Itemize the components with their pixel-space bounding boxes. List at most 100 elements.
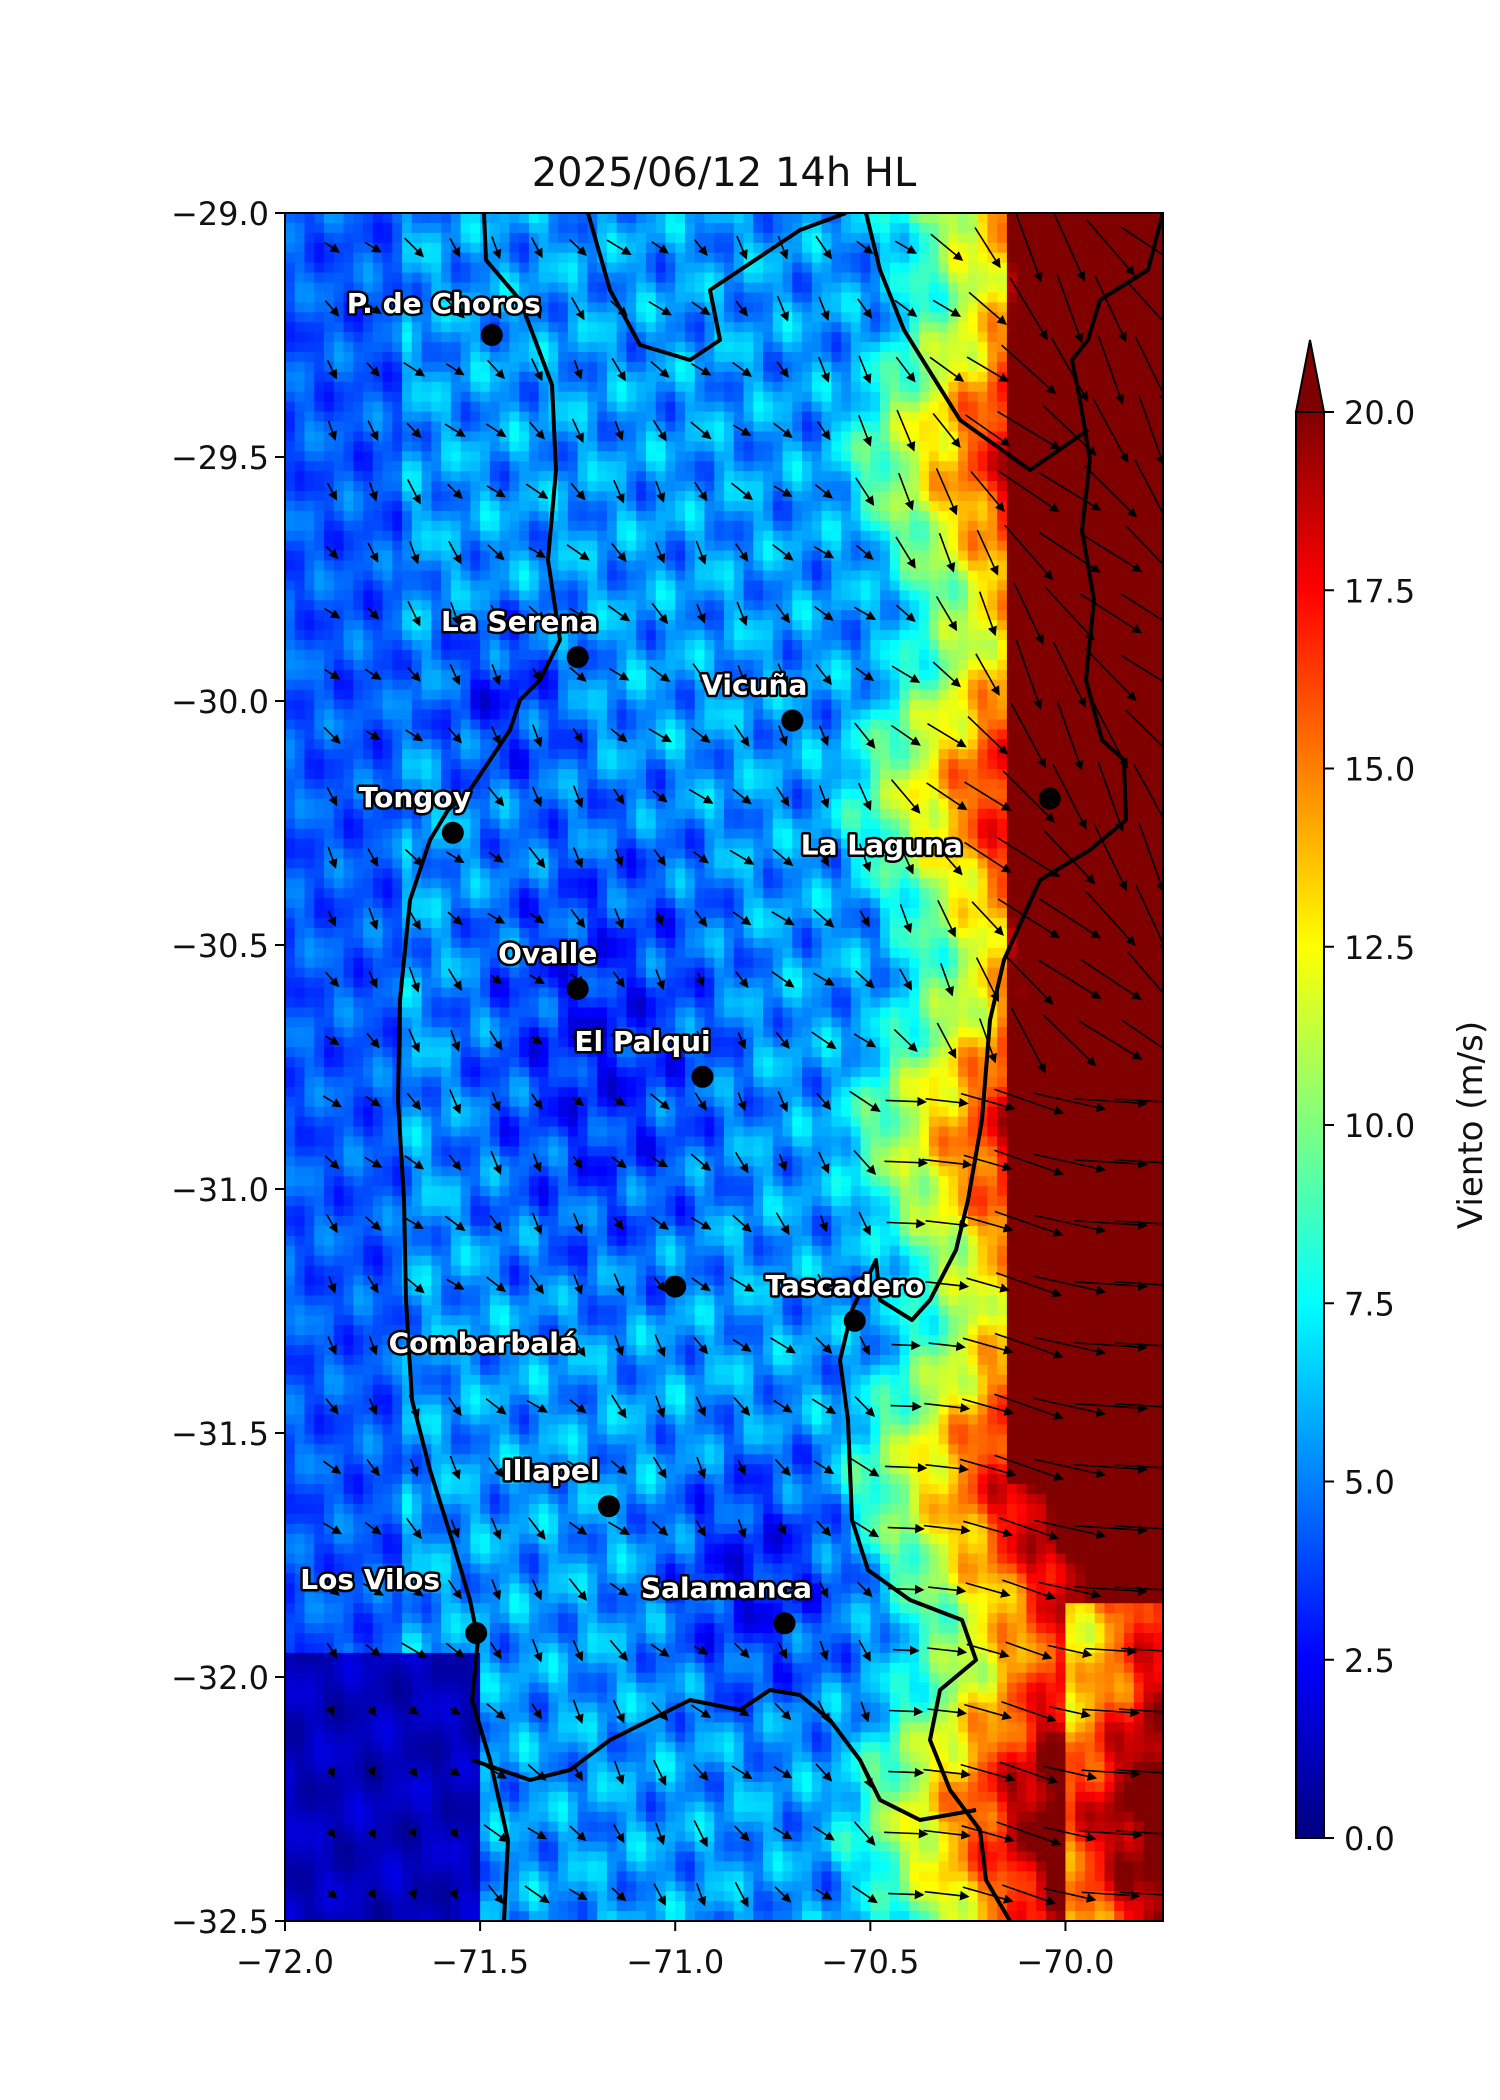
wind-vector — [327, 420, 337, 441]
x-axis: −72.0 −71.5 −71.0 −70.5 −70.0 — [236, 1921, 1114, 1981]
wind-vector — [732, 361, 752, 377]
wind-vector — [532, 724, 543, 748]
wind-vector — [649, 1093, 670, 1110]
wind-vector — [730, 482, 754, 501]
wind-vector — [856, 1581, 873, 1598]
wind-vector — [856, 240, 874, 255]
wind-vector — [1092, 398, 1129, 464]
wind-vector — [1115, 1403, 1163, 1408]
wind-vector — [893, 1028, 918, 1053]
wind-vector — [859, 1336, 870, 1356]
wind-vector — [928, 1585, 967, 1596]
wind-vector — [1010, 1007, 1046, 1074]
colorbar-ticks: 0.0 2.5 5.0 7.5 10.0 12.5 15.0 17.5 20.0 — [1324, 394, 1415, 1858]
wind-vector — [573, 1274, 583, 1296]
wind-vector — [853, 606, 877, 621]
colorbar-tick-label: 10.0 — [1344, 1107, 1415, 1145]
wind-vector — [1116, 1769, 1163, 1774]
x-tick-label: −72.0 — [236, 1943, 334, 1981]
wind-vector — [528, 605, 546, 622]
wind-vector — [924, 1890, 970, 1901]
wind-vector — [608, 1521, 631, 1536]
city-label: Combarbalá — [389, 1327, 578, 1360]
wind-vector — [1120, 654, 1163, 683]
wind-vector — [976, 529, 999, 576]
international-border — [838, 213, 1163, 1921]
wind-vector — [692, 663, 710, 687]
wind-vector — [858, 355, 872, 384]
wind-vector — [733, 1642, 750, 1659]
wind-vector — [1034, 1092, 1107, 1112]
wind-vector — [570, 297, 585, 321]
wind-vector — [999, 1761, 1059, 1784]
wind-vector — [737, 1092, 747, 1112]
wind-vector — [888, 1889, 925, 1900]
wind-vector — [525, 483, 549, 499]
wind-vector — [404, 302, 424, 315]
wind-vector — [486, 1703, 506, 1720]
wind-vector — [610, 728, 628, 743]
wind-vector — [690, 362, 712, 376]
wind-vector — [1127, 951, 1163, 994]
wind-vector — [654, 1334, 666, 1358]
wind-vector — [1115, 1525, 1163, 1530]
wind-vector — [528, 421, 545, 440]
wind-vector — [655, 969, 665, 991]
wind-vector — [324, 300, 340, 317]
wind-vector — [1094, 275, 1127, 343]
wind-vector — [818, 1151, 830, 1174]
wind-vector — [1001, 344, 1057, 395]
wind-vector — [450, 602, 461, 626]
wind-vector — [365, 1216, 382, 1231]
wind-vector — [651, 602, 668, 625]
colorbar-tick-label: 15.0 — [1344, 751, 1415, 789]
wind-vector — [775, 786, 790, 807]
wind-vector — [775, 603, 790, 624]
wind-vector — [732, 1214, 752, 1233]
wind-vector — [573, 1213, 583, 1235]
wind-vector — [737, 1459, 746, 1476]
wind-vector — [1125, 709, 1163, 748]
wind-vector — [1074, 1342, 1148, 1352]
wind-vector — [653, 849, 666, 867]
wind-vector — [606, 239, 632, 256]
wind-vector — [324, 1035, 340, 1046]
wind-vector — [611, 1887, 627, 1902]
wind-vector — [896, 409, 916, 452]
wind-vector — [971, 901, 1004, 936]
wind-vector — [963, 1154, 1013, 1172]
wind-vector — [1115, 1281, 1163, 1286]
wind-vector — [1013, 582, 1044, 645]
wind-vector — [609, 1582, 629, 1597]
wind-vector — [364, 302, 382, 315]
city-label: La Serena — [441, 605, 598, 638]
wind-vector — [1038, 898, 1101, 939]
wind-vector — [1001, 1884, 1057, 1906]
wind-vector — [571, 418, 584, 443]
wind-vector — [735, 543, 749, 562]
wind-vector — [884, 1157, 929, 1168]
wind-vector — [449, 1455, 461, 1480]
wind-vector — [490, 298, 502, 320]
wind-vector — [857, 782, 872, 811]
wind-vector — [364, 1521, 382, 1535]
wind-vector — [368, 907, 379, 931]
wind-vector — [995, 1272, 1063, 1298]
wind-vector — [1053, 213, 1086, 282]
wind-vector — [770, 1337, 796, 1354]
wind-vector — [491, 1579, 502, 1601]
wind-vector — [528, 846, 546, 869]
wind-vector — [326, 787, 338, 807]
wind-vector — [652, 419, 667, 442]
wind-vector — [690, 1216, 712, 1230]
wind-vector — [927, 1646, 968, 1657]
wind-vector — [696, 603, 706, 624]
wind-vector — [962, 1215, 1014, 1233]
wind-vector — [737, 1519, 747, 1539]
wind-vector — [407, 600, 421, 627]
wind-vector — [324, 241, 341, 253]
wind-vector — [614, 420, 624, 441]
wind-vector — [964, 1703, 1013, 1721]
wind-vector — [612, 1699, 625, 1724]
city-dot — [773, 1612, 796, 1635]
